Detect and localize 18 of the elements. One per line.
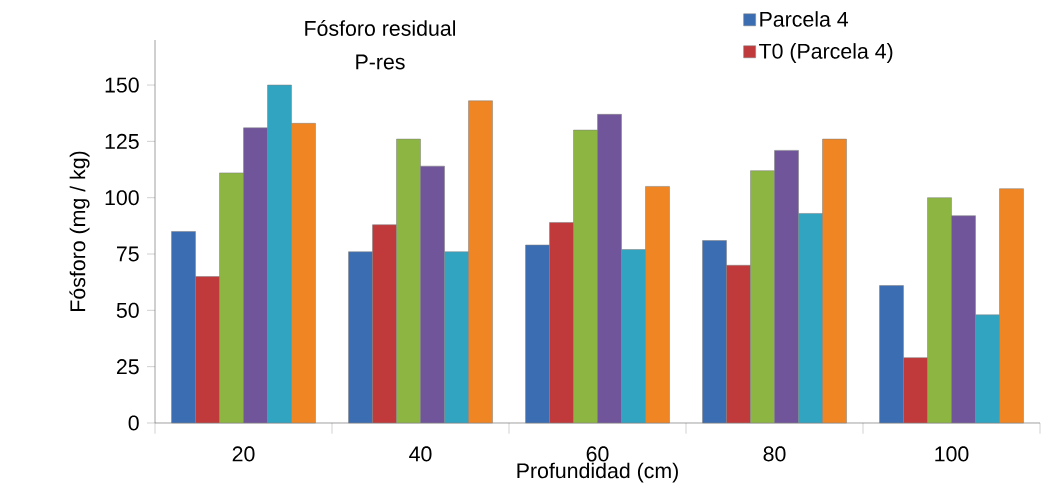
legend-label: T0 (Parcela 4) — [759, 43, 893, 63]
y-tick-label: 25 — [116, 359, 139, 375]
y-axis-title: Fósforo (mg / kg) — [69, 151, 90, 311]
y-tick-label: 50 — [116, 302, 139, 318]
x-tick-label: 100 — [935, 446, 969, 462]
x-tick-label: 80 — [763, 446, 786, 462]
chart-title: Fósforo residual — [305, 20, 456, 36]
y-tick-label: 125 — [105, 133, 139, 149]
y-tick-label: 0 — [128, 415, 139, 431]
x-tick-label: 20 — [232, 446, 255, 462]
x-tick-label: 60 — [586, 446, 609, 462]
y-tick-label: 150 — [105, 77, 139, 93]
x-axis-title: Profundidad (cm) — [517, 462, 678, 483]
legend-label: Parcela 4 — [760, 11, 849, 27]
y-tick-label: 75 — [116, 246, 139, 262]
text: P-res — [356, 54, 405, 70]
y-tick-label: 100 — [105, 190, 139, 206]
x-tick-label: 40 — [409, 446, 432, 462]
